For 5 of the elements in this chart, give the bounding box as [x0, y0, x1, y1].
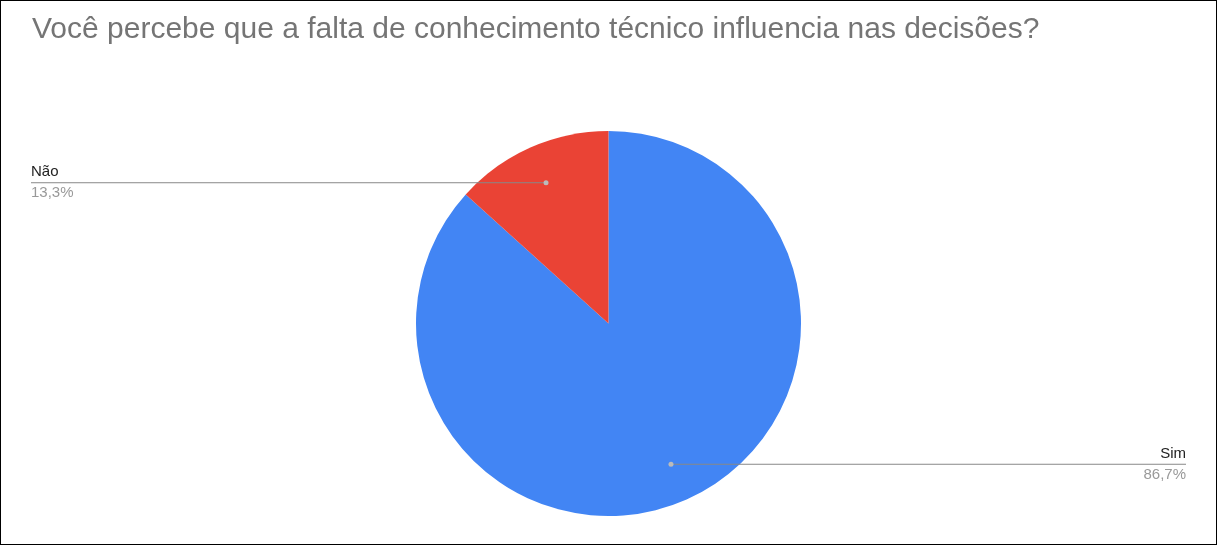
- slice-label: Sim: [1160, 443, 1186, 461]
- slice-label: Não: [31, 162, 59, 180]
- data-label: 13,3%: [31, 183, 74, 201]
- chart-title: Você percebe que a falta de conhecimento técnico influencia nas decisões?: [32, 11, 1041, 45]
- data-label: 86,7%: [1143, 464, 1186, 482]
